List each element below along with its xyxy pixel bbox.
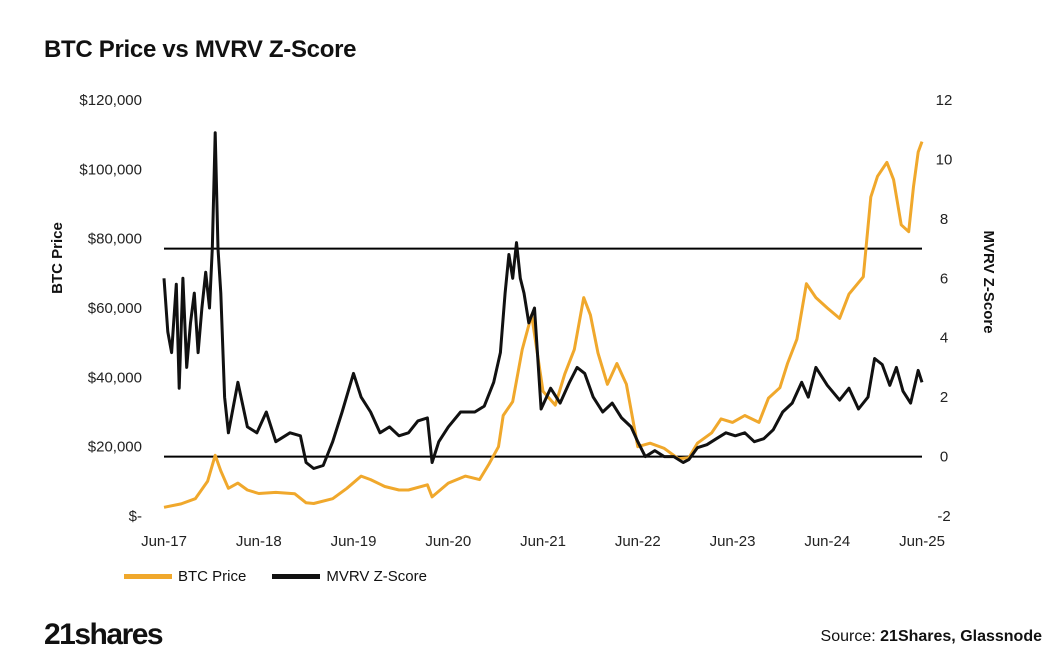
legend-label-btc-price: BTC Price bbox=[178, 568, 247, 585]
x-tick-label: Jun-23 bbox=[710, 533, 756, 550]
y-right-tick-label: 12 bbox=[936, 92, 953, 109]
chart-title: BTC Price vs MVRV Z-Score bbox=[44, 36, 357, 63]
legend-item-btc-price: BTC Price bbox=[124, 568, 246, 585]
x-tick-label: Jun-21 bbox=[520, 533, 566, 550]
y-right-tick-label: 2 bbox=[940, 389, 948, 406]
x-tick-label: Jun-20 bbox=[425, 533, 471, 550]
y-left-tick-label: $- bbox=[129, 508, 142, 525]
legend: BTC Price MVRV Z-Score bbox=[124, 568, 453, 585]
series-line-mvrv-z-score bbox=[162, 131, 924, 470]
y-left-axis-title: BTC Price bbox=[49, 222, 66, 294]
x-tick-label: Jun-18 bbox=[236, 533, 282, 550]
series-layer bbox=[162, 131, 924, 509]
reference-lines bbox=[164, 247, 922, 458]
legend-swatch-btc-price bbox=[124, 574, 172, 579]
legend-label-mvrv-z-score: MVRV Z-Score bbox=[326, 568, 427, 585]
y-left-tick-label: $100,000 bbox=[79, 161, 142, 178]
y-right-tick-label: -2 bbox=[937, 508, 950, 525]
y-right-tick-label: 4 bbox=[940, 330, 948, 347]
y-right-tick-label: 8 bbox=[940, 211, 948, 228]
source-prefix: Source: bbox=[820, 628, 881, 645]
y-left-tick-label: $20,000 bbox=[88, 439, 142, 456]
legend-swatch-mvrv-z-score bbox=[272, 574, 321, 579]
y-right-axis-title: MVRV Z-Score bbox=[980, 230, 997, 333]
y-right-tick-label: 0 bbox=[940, 449, 948, 466]
source-note: Source: 21Shares, Glassnode bbox=[821, 628, 1042, 646]
x-axis-ticks: Jun-17 Jun-18 Jun-19 Jun-20 Jun-21 Jun-22 Jun-… bbox=[141, 533, 945, 550]
left-axis-ticks: $- $20,000 $40,000 $60,000 $80,000 $100,000 $1… bbox=[79, 92, 142, 525]
y-right-tick-label: 10 bbox=[936, 151, 953, 168]
y-left-tick-label: $120,000 bbox=[79, 92, 142, 109]
source-names: 21Shares, Glassnode bbox=[880, 628, 1042, 645]
x-tick-label: Jun-25 bbox=[899, 533, 945, 550]
x-tick-label: Jun-19 bbox=[331, 533, 377, 550]
y-left-tick-label: $80,000 bbox=[88, 231, 142, 248]
x-tick-label: Jun-22 bbox=[615, 533, 661, 550]
brand-logo: 21shares bbox=[44, 618, 164, 651]
series-line-btc-price bbox=[163, 141, 924, 509]
y-right-tick-label: 6 bbox=[940, 270, 948, 287]
y-left-tick-label: $40,000 bbox=[88, 369, 142, 386]
x-tick-label: Jun-17 bbox=[141, 533, 187, 550]
legend-item-mvrv-z-score: MVRV Z-Score bbox=[272, 568, 427, 585]
right-axis-ticks: -2 0 2 4 6 8 10 12 bbox=[936, 92, 953, 525]
y-left-tick-label: $60,000 bbox=[88, 300, 142, 317]
x-tick-label: Jun-24 bbox=[804, 533, 850, 550]
